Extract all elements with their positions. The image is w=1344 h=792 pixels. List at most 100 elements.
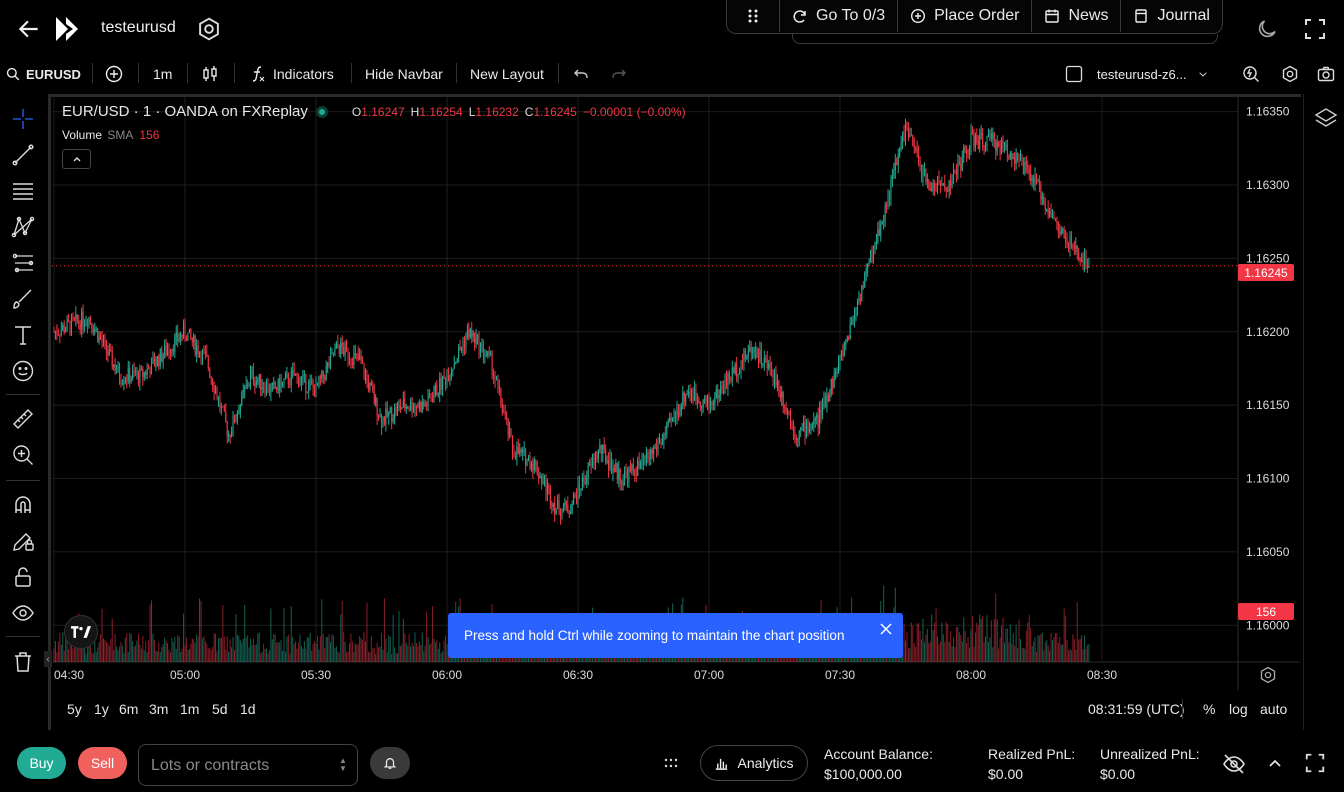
- moon-icon[interactable]: [1255, 17, 1279, 41]
- candle-body: [300, 377, 302, 383]
- alert-button[interactable]: [370, 747, 410, 779]
- collapse-toolbar-handle[interactable]: ‹: [44, 651, 52, 667]
- text-tool[interactable]: [10, 322, 36, 348]
- candle-body: [216, 390, 218, 400]
- range-1d[interactable]: 1d: [240, 701, 256, 717]
- measure-tool[interactable]: [10, 406, 36, 432]
- candle-body: [210, 376, 212, 379]
- range-1y[interactable]: 1y: [94, 701, 109, 717]
- candle-body: [974, 135, 976, 148]
- fib-tool[interactable]: [10, 178, 36, 204]
- close-icon[interactable]: [879, 622, 893, 636]
- volume-bar: [247, 635, 249, 662]
- analytics-button[interactable]: Analytics: [700, 745, 808, 781]
- lock-tool[interactable]: [10, 564, 36, 590]
- emoji-tool[interactable]: [10, 358, 36, 384]
- lots-input[interactable]: Lots or contracts ▲ ▼: [138, 744, 358, 786]
- chevron-up-icon[interactable]: [1266, 754, 1284, 772]
- candle-body: [1022, 162, 1024, 175]
- brush-tool[interactable]: [10, 286, 36, 312]
- range-5y[interactable]: 5y: [67, 701, 82, 717]
- log-toggle[interactable]: log: [1229, 701, 1248, 717]
- time-axis: 04:30 05:00 05:30 06:00 06:30 07:00 07:30 08:00…: [54, 668, 1117, 682]
- indicators-button[interactable]: Indicators: [249, 63, 334, 85]
- time-axis-settings-icon[interactable]: [1259, 666, 1277, 684]
- visibility-tool[interactable]: [10, 600, 36, 626]
- volume-bar: [63, 650, 65, 662]
- forecast-tool[interactable]: [10, 250, 36, 276]
- fullscreen-icon[interactable]: [1303, 17, 1327, 41]
- candle-body: [430, 397, 432, 400]
- magnet-tool[interactable]: [10, 492, 36, 518]
- tradingview-logo[interactable]: [64, 615, 98, 649]
- place-order-button[interactable]: Place Order: [897, 0, 1031, 32]
- compare-button[interactable]: [105, 63, 123, 85]
- trend-line-tool[interactable]: [10, 142, 36, 168]
- range-6m[interactable]: 6m: [119, 701, 139, 717]
- volume-bar: [113, 649, 115, 662]
- lots-stepper[interactable]: ▲ ▼: [339, 756, 347, 773]
- journal-button[interactable]: Journal: [1120, 0, 1221, 32]
- news-button[interactable]: News: [1031, 0, 1120, 32]
- fullscreen-icon[interactable]: [1304, 752, 1326, 774]
- volume-bar: [1031, 646, 1033, 662]
- back-arrow-icon[interactable]: [16, 16, 42, 42]
- auto-toggle[interactable]: auto: [1260, 701, 1288, 717]
- candle-body: [922, 172, 924, 178]
- candle-body: [296, 374, 298, 376]
- utc-clock[interactable]: 08:31:59 (UTC): [1088, 701, 1185, 717]
- goto-button[interactable]: Go To 0/3: [779, 0, 897, 32]
- volume-bar: [81, 641, 83, 662]
- candle-body: [659, 441, 661, 444]
- price-chart[interactable]: 1.16350 1.16300 1.16250 1.16200 1.16150 1.161…: [52, 97, 1300, 690]
- new-layout-button[interactable]: New Layout: [470, 63, 544, 85]
- volume-bar: [174, 637, 176, 662]
- low-value: 1.16232: [475, 104, 519, 119]
- interval-button[interactable]: 1m: [153, 63, 172, 85]
- sell-button[interactable]: Sell: [78, 747, 127, 779]
- volume-bar: [57, 641, 59, 662]
- candle-body: [1078, 252, 1080, 260]
- eye-off-icon[interactable]: [1222, 752, 1246, 776]
- crosshair-tool[interactable]: [10, 106, 36, 132]
- percent-toggle[interactable]: %: [1203, 701, 1216, 717]
- close-value: 1.16245: [533, 104, 577, 119]
- session-settings-icon[interactable]: [196, 16, 222, 42]
- hide-navbar-button[interactable]: Hide Navbar: [365, 63, 443, 85]
- volume-legend[interactable]: Volume SMA 156: [62, 128, 159, 142]
- candle-body: [554, 502, 556, 514]
- collapse-legend-button[interactable]: [62, 149, 91, 169]
- volume-bar: [1081, 635, 1083, 662]
- quick-search-button[interactable]: [1242, 63, 1260, 85]
- symbol-search[interactable]: EURUSD: [6, 63, 81, 85]
- candle-body: [504, 413, 506, 416]
- unrealized-pnl-value: $0.00: [1100, 766, 1136, 782]
- layout-select[interactable]: testeurusd-z6...: [1065, 63, 1209, 85]
- candle-body: [628, 467, 630, 484]
- volume-bar: [1038, 635, 1040, 662]
- layers-icon[interactable]: [1314, 106, 1338, 130]
- candle-body: [996, 142, 998, 151]
- candle-body: [565, 500, 567, 505]
- session-menu: Go To 0/3 Place Order News Journal: [726, 0, 1223, 34]
- candle-body: [887, 193, 889, 206]
- range-5d[interactable]: 5d: [212, 701, 228, 717]
- snapshot-button[interactable]: [1317, 63, 1335, 85]
- delete-tool[interactable]: [10, 649, 36, 675]
- candle-body: [225, 411, 227, 422]
- symbol-title[interactable]: EUR/USD · 1 · OANDA on FXReplay: [62, 103, 308, 120]
- grid-dots-icon[interactable]: [663, 755, 679, 771]
- lock-drawings-tool[interactable]: [10, 528, 36, 554]
- buy-button[interactable]: Buy: [17, 747, 66, 779]
- chart-type-button[interactable]: [201, 63, 219, 85]
- candle-body: [752, 351, 754, 353]
- chart-settings-button[interactable]: [1281, 63, 1299, 85]
- drag-handle[interactable]: [727, 0, 779, 32]
- zoom-tool[interactable]: [10, 442, 36, 468]
- pattern-tool[interactable]: [10, 214, 36, 240]
- range-3m[interactable]: 3m: [149, 701, 169, 717]
- range-1m[interactable]: 1m: [180, 701, 200, 717]
- candle-body: [299, 382, 301, 387]
- redo-button[interactable]: [610, 63, 628, 85]
- undo-button[interactable]: [572, 63, 590, 85]
